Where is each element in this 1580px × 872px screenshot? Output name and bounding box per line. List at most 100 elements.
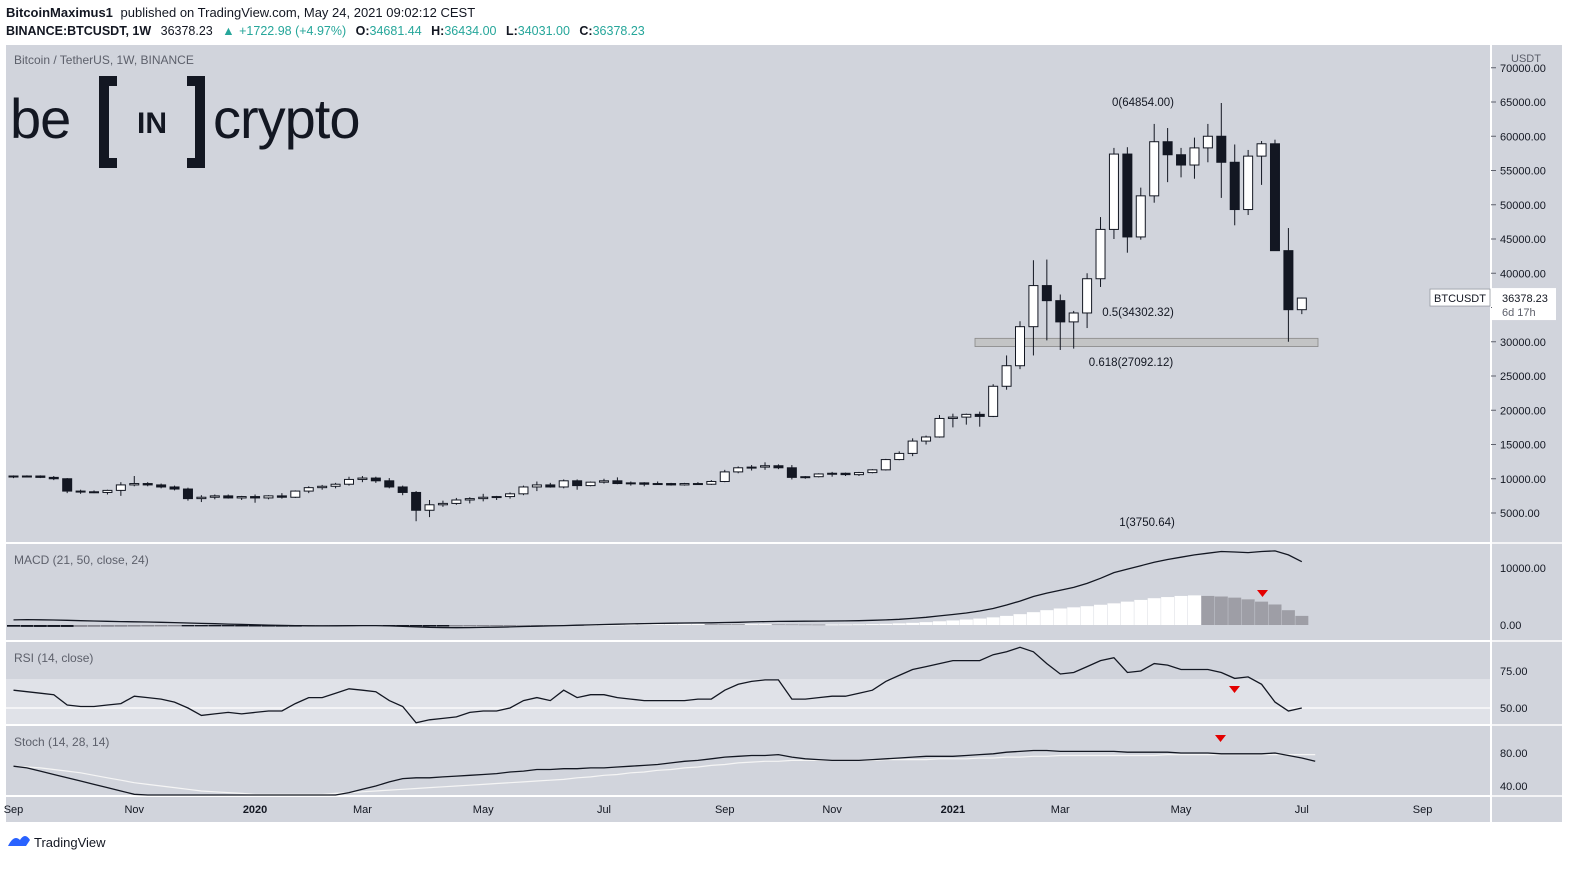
last-price-text: 36378.23 [161, 24, 213, 38]
macd-histogram-bar [1295, 615, 1309, 625]
logo-right-text: crypto [213, 87, 360, 150]
macd-histogram-bar [664, 624, 678, 625]
main-pane-bg[interactable] [6, 45, 1490, 542]
beincrypto-logo: be IN crypto [10, 76, 361, 168]
macd-histogram-bar [261, 625, 275, 627]
macd-histogram-bar [1026, 612, 1040, 625]
candle-body [129, 483, 140, 486]
macd-histogram-bar [1053, 608, 1067, 625]
stoch-plot: 40.00 80.00 [13, 735, 1528, 796]
macd-histogram-bar [1241, 599, 1255, 625]
candle-body [1001, 365, 1012, 387]
macd-histogram-bar [865, 624, 879, 625]
candle-body [330, 483, 341, 487]
macd-histogram-bar [1281, 610, 1295, 625]
fib-level-label: 0(64854.00) [1112, 97, 1174, 109]
candle-body [35, 475, 46, 478]
macd-tick-label: 10000.00 [1500, 563, 1546, 575]
symbol-label[interactable]: BINANCE:BTCUSDT, 1W [6, 24, 151, 38]
macd-histogram-bar [33, 625, 47, 627]
symbol-tag-label: BTCUSDT [1434, 293, 1486, 305]
candle-body [156, 484, 167, 488]
macd-histogram-bar [1255, 601, 1269, 625]
candle-body [894, 452, 905, 461]
candle-body [89, 491, 100, 494]
macd-histogram-bar [919, 622, 933, 625]
candle-body [1162, 141, 1173, 156]
candle-body [451, 499, 462, 504]
candle-body [21, 475, 32, 478]
candle-body [625, 482, 636, 485]
macd-histogram-bar [771, 624, 785, 626]
bearish-marker-icon [1215, 735, 1226, 742]
candle-body [411, 491, 422, 511]
candle-body [518, 486, 529, 495]
macd-histogram-bar [1094, 604, 1108, 625]
change-text: +1722.98 (+4.97%) [239, 24, 346, 38]
low-label: L: [506, 24, 518, 38]
macd-plot: 0.00 10000.00 [7, 550, 1546, 632]
currency-label: USDT [1511, 53, 1541, 65]
pane-separators [6, 45, 1562, 822]
stoch-pane-bg[interactable] [6, 726, 1490, 795]
support-zone [974, 337, 1319, 347]
candle-body [531, 484, 542, 488]
candle-body [1149, 141, 1160, 197]
time-axis-label: Nov [124, 804, 144, 816]
macd-histogram-bar [168, 625, 182, 627]
macd-histogram-bar [691, 624, 705, 625]
candle-body [907, 440, 918, 454]
high-value: 36434.00 [444, 24, 496, 38]
macd-histogram-bar [1013, 614, 1027, 625]
low-value: 34031.00 [518, 24, 570, 38]
candle-body [505, 493, 516, 498]
candle-body [48, 476, 59, 480]
macd-histogram-bar [1147, 598, 1161, 625]
price-axis-bg[interactable] [1492, 45, 1562, 822]
candle-body [612, 480, 623, 485]
author-name[interactable]: BitcoinMaximus1 [6, 5, 113, 20]
footer-brand[interactable]: TradingView [34, 835, 106, 850]
candle-body [827, 472, 838, 475]
candle-body [142, 483, 153, 486]
macd-histogram-bar [1228, 597, 1242, 625]
macd-histogram-bar [1201, 595, 1215, 625]
tradingview-logo-icon[interactable] [8, 836, 30, 846]
candle-body [1216, 135, 1227, 163]
fib-level-label: 1(3750.64) [1119, 517, 1175, 529]
time-axis-label: Mar [1051, 804, 1070, 816]
open-label: O: [356, 24, 370, 38]
candle-body [357, 477, 368, 480]
stoch-title: Stoch (14, 28, 14) [14, 735, 109, 749]
macd-histogram-bar [194, 625, 208, 627]
macd-histogram-bar [1040, 610, 1054, 625]
macd-histogram-bar [610, 624, 624, 626]
time-axis-bg[interactable] [6, 797, 1490, 822]
time-axis-label: 2020 [243, 804, 267, 816]
stoch-tick-label: 80.00 [1500, 748, 1528, 760]
macd-histogram-bar [1067, 607, 1081, 625]
candle-body [236, 496, 247, 499]
candle-body [572, 480, 583, 487]
macd-histogram-bar [839, 624, 853, 626]
close-value: 36378.23 [593, 24, 645, 38]
candle-body [196, 496, 207, 500]
candle-body [639, 482, 650, 485]
macd-histogram-bar [423, 625, 437, 627]
candle-body [290, 490, 301, 498]
macd-histogram-bar [812, 624, 826, 626]
candle-body [733, 467, 744, 473]
candle-body [1041, 285, 1052, 302]
macd-histogram-bar [127, 625, 141, 627]
candle-body [276, 495, 287, 498]
fib-levels: 0(64854.00) 0.5(34302.32) 0.618(27092.12) 1… [1089, 97, 1175, 529]
candles [8, 103, 1307, 522]
price-tick-label: 40000.00 [1500, 268, 1546, 280]
logo-left-text: be [10, 87, 70, 150]
price-tick-label: 25000.00 [1500, 371, 1546, 383]
macd-histogram-bar [1214, 596, 1228, 625]
rsi-plot: 50.00 75.00 [6, 646, 1528, 724]
candle-body [800, 476, 811, 479]
bearish-marker-icon [1257, 590, 1268, 597]
candle-body [250, 496, 261, 499]
